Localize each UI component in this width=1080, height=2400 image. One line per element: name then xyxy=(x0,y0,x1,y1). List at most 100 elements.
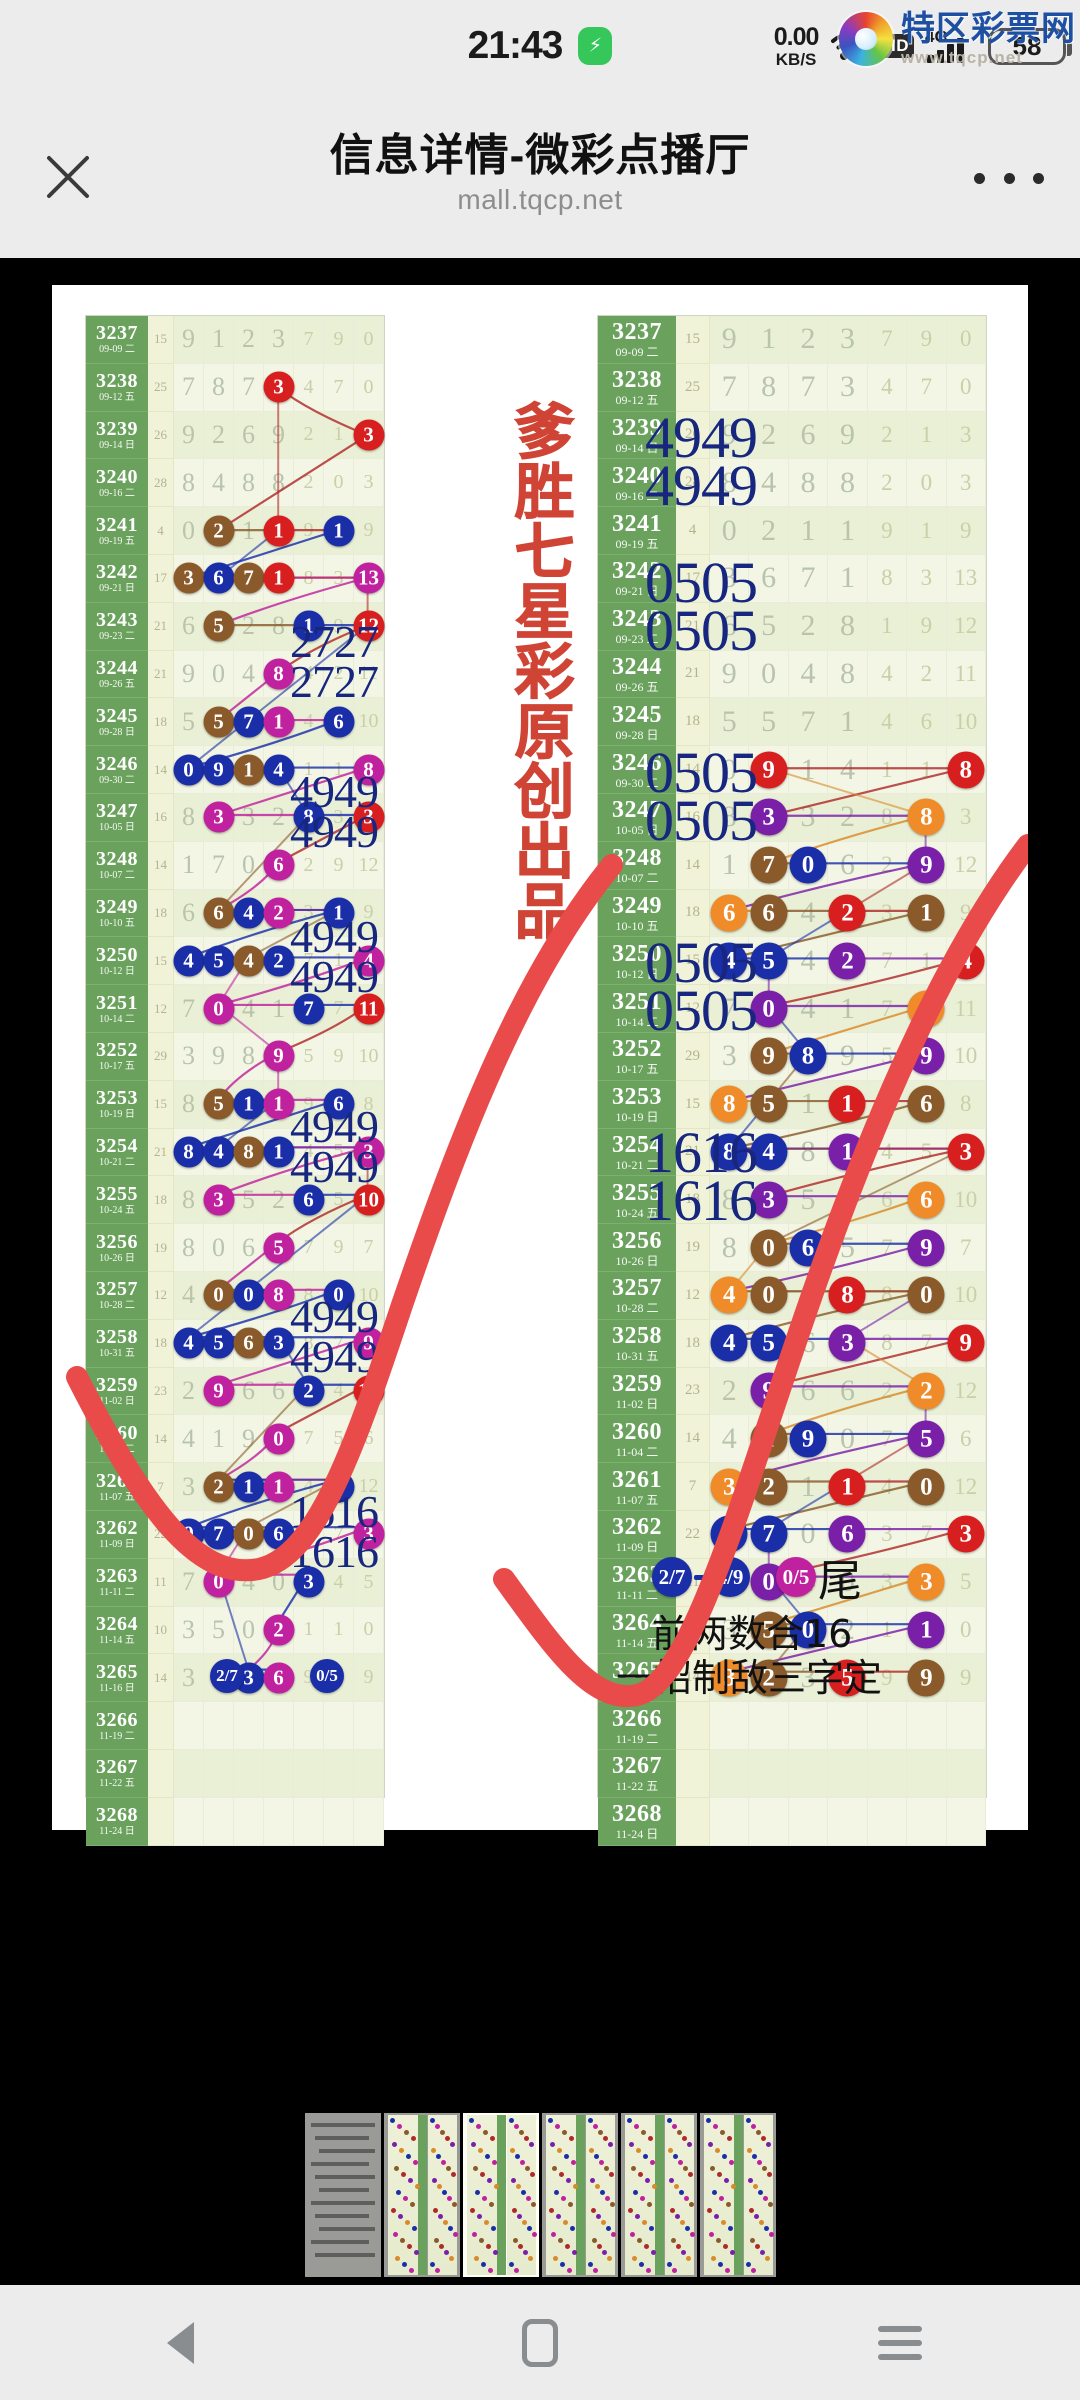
thumbnail-item[interactable] xyxy=(541,2113,618,2277)
overlay-annotation: 0505 xyxy=(645,788,758,853)
number-cell: 3 xyxy=(788,793,829,842)
issue-date: 11-24 日 xyxy=(615,1827,659,1842)
row-sum-cell: 22 xyxy=(148,1510,174,1559)
row-issue-cell: 3244 09-26 五 xyxy=(86,650,148,699)
number-cell: 1 xyxy=(788,746,829,794)
highlight-ball: 9 xyxy=(907,846,945,884)
row-sum-cell: 25 xyxy=(148,363,174,412)
number-cell xyxy=(710,1797,750,1846)
number-cell: 7 xyxy=(788,698,829,747)
row-sum-cell: 4 xyxy=(676,507,710,555)
number-cell: 1 xyxy=(204,1415,234,1464)
highlight-ball: 9 xyxy=(750,1372,788,1410)
row-sum-cell: 29 xyxy=(148,1032,174,1081)
table-row: 3245 09-28 日 18 5 5 7 1 4 6 10 xyxy=(598,698,986,747)
signal-bars-icon: 4G xyxy=(925,27,977,63)
tail-cell: 3 xyxy=(946,459,986,508)
number-cell: 0 xyxy=(828,1415,868,1464)
number-cell: 2 xyxy=(174,1367,204,1416)
tail-cell: 7 xyxy=(294,1415,324,1464)
row-sum-cell xyxy=(676,1702,710,1750)
highlight-ball: 4 xyxy=(710,1324,748,1362)
number-cell: 8 xyxy=(174,459,204,508)
number-cell: 11 xyxy=(828,1080,868,1129)
issue-date: 10-24 五 xyxy=(99,1204,135,1216)
tail-cell xyxy=(294,1749,324,1798)
issue-date: 11-11 二 xyxy=(99,1587,135,1599)
row-issue-cell: 3238 09-12 五 xyxy=(86,363,148,412)
highlight-ball: 6 xyxy=(203,897,234,929)
nav-home-button[interactable] xyxy=(360,2318,720,2367)
highlight-ball: 0 xyxy=(233,1279,264,1311)
tail-cell: 0 xyxy=(946,363,986,412)
issue-date: 10-28 二 xyxy=(99,1300,135,1312)
nav-recents-button[interactable] xyxy=(720,2325,1080,2360)
thumbnail-item[interactable] xyxy=(699,2113,776,2277)
number-cell: 6 xyxy=(788,411,829,460)
issue-number: 3261 xyxy=(612,1466,662,1493)
issue-number: 3240 xyxy=(612,462,662,489)
tail-cell xyxy=(867,1797,908,1846)
number-cell: 00 xyxy=(233,1271,264,1320)
tail-cell: 0 xyxy=(324,459,354,508)
highlight-ball: 9 xyxy=(750,1037,788,1075)
close-icon[interactable] xyxy=(35,144,101,210)
number-cell: 11 xyxy=(263,554,294,603)
number-cell: 7 xyxy=(174,985,204,1033)
number-cell: 7 xyxy=(174,363,204,412)
tail-cell: 7 xyxy=(907,363,947,412)
thumbnail-item[interactable] xyxy=(383,2113,460,2277)
highlight-ball: 8 xyxy=(233,1136,264,1168)
number-cell: 9 xyxy=(234,1415,264,1464)
number-cell: 9 xyxy=(710,411,750,460)
number-cell: 00 xyxy=(788,841,829,890)
highlight-ball: 8 xyxy=(789,1037,827,1075)
number-cell: 1 xyxy=(234,507,264,555)
nav-back-button[interactable] xyxy=(0,2321,360,2364)
number-cell: 4 xyxy=(234,650,264,699)
highlight-ball: 3 xyxy=(947,1133,985,1171)
thumbnail-strip[interactable] xyxy=(0,2105,1080,2285)
highlight-ball: 0 xyxy=(203,993,234,1025)
row-sum-cell: 12 xyxy=(148,1271,174,1320)
issue-date: 09-09 二 xyxy=(99,344,135,356)
number-cell: 2 xyxy=(788,316,829,364)
number-cell: 8 xyxy=(828,602,868,651)
number-cell: 4 xyxy=(788,937,829,986)
highlight-ball: 5 xyxy=(203,610,234,642)
number-cell: 8 xyxy=(710,459,750,508)
thumbnail-item[interactable] xyxy=(462,2113,539,2277)
left-mark-badge-2: 0/5 xyxy=(310,1659,344,1693)
issue-date: 11-16 日 xyxy=(99,1682,135,1694)
more-dots-icon[interactable] xyxy=(974,158,1044,198)
tail-badge: 0/5 xyxy=(776,1557,816,1597)
row-issue-cell: 3240 09-16 二 xyxy=(598,459,676,508)
issue-number: 3241 xyxy=(612,510,662,537)
number-cell: 22 xyxy=(203,507,234,555)
issue-number: 3239 xyxy=(96,417,138,440)
number-cell: 6 xyxy=(234,1367,264,1416)
number-cell: 4 xyxy=(828,746,868,794)
highlight-ball: 1 xyxy=(263,515,294,547)
row-sum-cell: 7 xyxy=(148,1463,174,1511)
highlight-ball: 6 xyxy=(323,706,354,738)
home-square-icon xyxy=(522,2318,558,2367)
issue-number: 3249 xyxy=(612,892,662,919)
issue-number: 3244 xyxy=(612,653,662,680)
row-sum-cell: 28 xyxy=(676,459,710,508)
number-cell: 0 xyxy=(234,841,264,890)
row-sum-cell: 17 xyxy=(676,554,710,603)
highlight-ball: 1 xyxy=(907,894,945,932)
number-cell: 9 xyxy=(828,1032,868,1081)
number-cell: 55 xyxy=(749,1319,789,1368)
tail-cell: 7 xyxy=(867,985,908,1033)
row-issue-cell: 3265 11-16 日 xyxy=(86,1654,148,1703)
tail-cell: 6 xyxy=(907,698,947,747)
tail-cell: 4 xyxy=(294,363,324,412)
thumbnail-item[interactable] xyxy=(620,2113,697,2277)
thumbnail-item[interactable] xyxy=(304,2113,381,2277)
